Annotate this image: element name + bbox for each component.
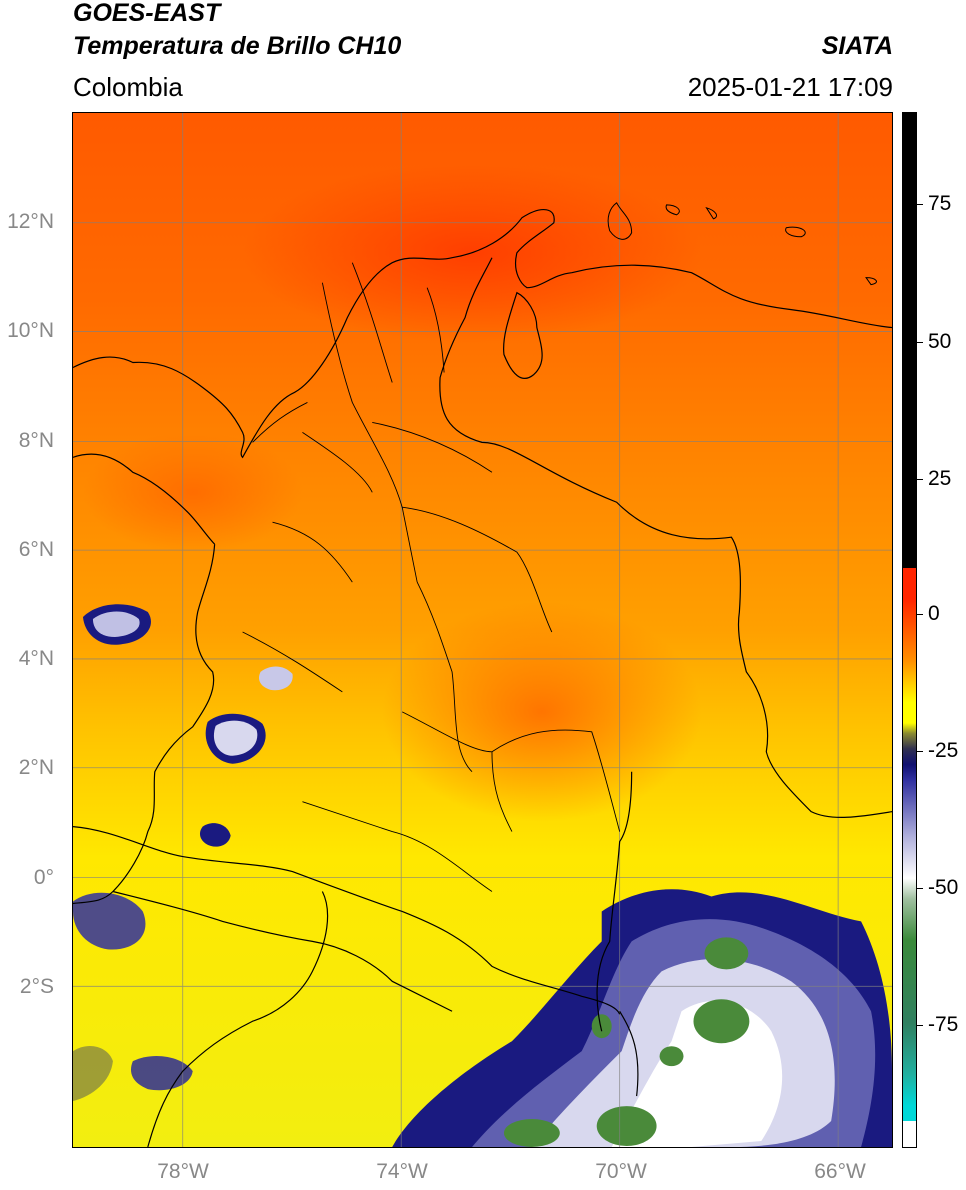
colorbar-label-25: 25 [928, 467, 952, 490]
colorbar-tick-m25 [917, 751, 923, 752]
lat-label-4n: 4°N [18, 647, 54, 670]
brightness-temperature-map [73, 113, 892, 1147]
caribbean-coastline [73, 209, 892, 459]
ecuador-peru-border [112, 890, 453, 1012]
colorbar-label-0: 0 [928, 602, 940, 625]
colombia-venezuela-border [439, 257, 892, 818]
colorbar-label-m25: -25 [928, 739, 959, 762]
department-borders-south [302, 711, 621, 892]
department-borders [242, 262, 553, 773]
colorbar-label-50: 50 [928, 330, 952, 353]
cloud-cells-west [73, 604, 293, 1102]
product-title: Temperatura de Brillo CH10 [73, 32, 402, 60]
source-label: SIATA [821, 32, 893, 60]
lat-label-10n: 10°N [7, 319, 54, 342]
lat-label-2s: 2°S [19, 975, 54, 998]
boundaries [73, 202, 892, 1147]
colorbar-tick-50 [917, 342, 923, 343]
peru-brazil-border [619, 1010, 639, 1097]
graticule [73, 113, 892, 1147]
warm-region-llanos [382, 602, 702, 822]
colorbar-tick-75 [917, 204, 923, 205]
colombia-brazil-border [596, 771, 633, 1032]
cloud-cluster-southeast [392, 889, 892, 1147]
region-label: Colombia [73, 72, 183, 102]
colorbar-label-75: 75 [928, 192, 952, 215]
satellite-title: GOES-EAST [73, 0, 221, 27]
colorbar-tick-25 [917, 479, 923, 480]
warm-region-panama [82, 432, 303, 553]
pacific-coastline [73, 544, 216, 905]
temperature-colorbar [902, 112, 917, 1148]
lon-label-70w: 70°W [595, 1160, 647, 1183]
colorbar-tick-m75 [917, 1025, 923, 1026]
lat-label-2n: 2°N [18, 756, 54, 779]
lake-maracaibo [503, 291, 543, 379]
colorbar-label-m50: -50 [928, 876, 959, 899]
colorbar-tick-0 [917, 614, 923, 615]
colorbar-label-m75: -75 [928, 1013, 959, 1036]
map-panel[interactable] [72, 112, 893, 1148]
colombia-peru-border [73, 826, 621, 1015]
lon-label-78w: 78°W [157, 1160, 209, 1183]
datetime-label: 2025-01-21 17:09 [687, 72, 893, 102]
lat-label-0: 0° [33, 866, 54, 889]
lat-label-6n: 6°N [18, 538, 54, 561]
lon-label-66w: 66°W [814, 1160, 866, 1183]
lat-label-12n: 12°N [7, 210, 54, 233]
peru-coastline [147, 891, 329, 1147]
lon-label-74w: 74°W [376, 1160, 428, 1183]
lat-label-8n: 8°N [18, 429, 54, 452]
colorbar-tick-m50 [917, 888, 923, 889]
caribbean-islands [607, 202, 877, 286]
panama-coastline [73, 453, 216, 545]
